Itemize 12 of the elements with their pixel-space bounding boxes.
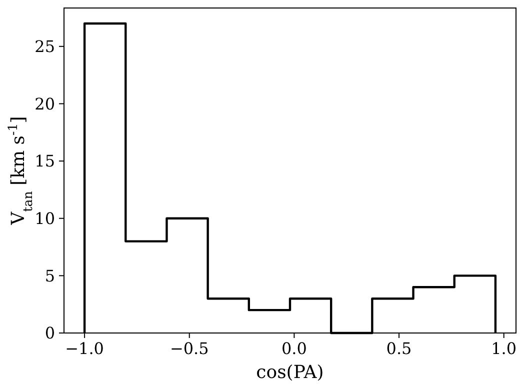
x-tick-label: −0.5 [170,339,209,358]
x-axis-title: cos(PA) [256,362,324,383]
y-tick-label: 25 [34,37,55,56]
y-tick-label: 0 [44,324,55,343]
x-tick-label: 0.0 [281,339,307,358]
x-tick-label: −1.0 [65,339,104,358]
y-tick-label: 10 [34,208,55,228]
x-tick-label: 1.0 [491,339,517,358]
x-tick-label: 0.5 [386,339,412,358]
y-tick-label: 5 [44,266,55,286]
y-tick-label: 20 [34,94,55,114]
y-tick-label: 15 [34,152,55,171]
